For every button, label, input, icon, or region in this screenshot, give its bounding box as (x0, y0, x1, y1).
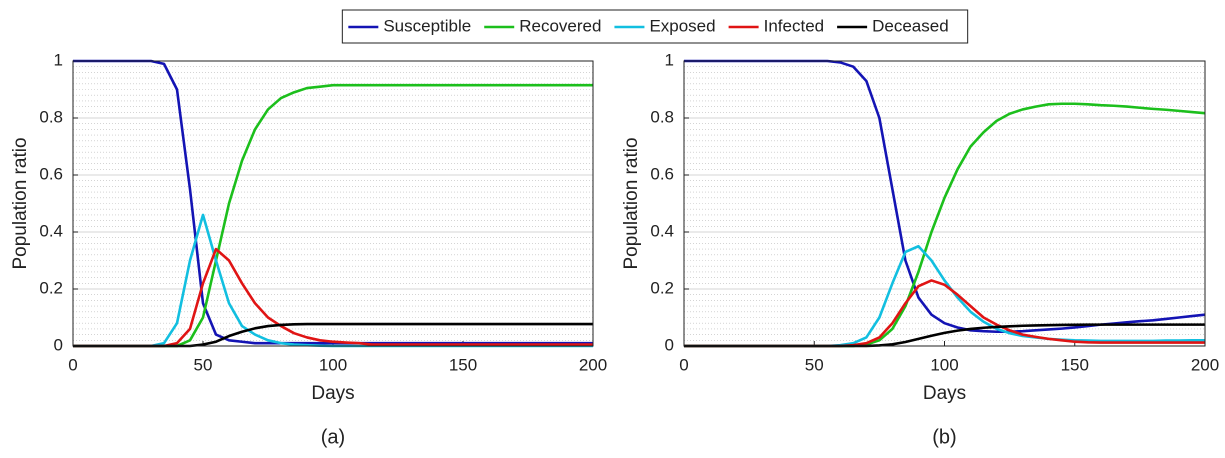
series-line (684, 102, 1206, 348)
series-line (73, 213, 593, 348)
x-tick-label: 0 (679, 355, 688, 374)
y-tick-label: 0.8 (39, 107, 63, 126)
x-tick-label: 150 (1061, 355, 1089, 374)
y-tick-label: 0.8 (650, 107, 674, 126)
series-line (684, 279, 1205, 348)
x-tick-label: 200 (1191, 355, 1219, 374)
series-line (684, 244, 1205, 348)
x-tick-label: 0 (68, 355, 77, 374)
y-tick-label: 0.2 (650, 278, 674, 297)
legend-label: Deceased (872, 16, 949, 35)
x-tick-label: 50 (805, 355, 824, 374)
y-tick-label: 0.2 (39, 278, 63, 297)
x-tick-label: 50 (194, 355, 213, 374)
legend-label: Infected (764, 16, 825, 35)
series-line (73, 59, 593, 345)
legend-label: Exposed (649, 16, 715, 35)
x-tick-label: 200 (579, 355, 607, 374)
x-tick-label: 100 (319, 355, 347, 374)
y-tick-label: 0 (54, 335, 63, 354)
y-tick-label: 0.4 (39, 221, 63, 240)
y-tick-label: 0.4 (650, 221, 674, 240)
legend-label: Recovered (519, 16, 601, 35)
x-tick-label: 150 (449, 355, 477, 374)
panel-label: (b) (932, 426, 956, 448)
y-tick-label: 0 (665, 335, 674, 354)
y-axis-label: Population ratio (621, 137, 642, 269)
x-axis-label: Days (923, 383, 966, 404)
panel-label: (a) (321, 426, 345, 448)
y-axis-label: Population ratio (10, 137, 31, 269)
series-line (73, 247, 593, 348)
plot-frame (72, 60, 594, 347)
x-axis-label: Days (311, 383, 354, 404)
legend-label: Susceptible (383, 16, 471, 35)
y-tick-label: 0.6 (650, 164, 674, 183)
series-line (73, 83, 593, 348)
plot-frame (683, 60, 1206, 347)
y-tick-label: 0.6 (39, 164, 63, 183)
y-tick-label: 1 (665, 50, 674, 69)
y-tick-label: 1 (54, 50, 63, 69)
x-tick-label: 100 (930, 355, 958, 374)
